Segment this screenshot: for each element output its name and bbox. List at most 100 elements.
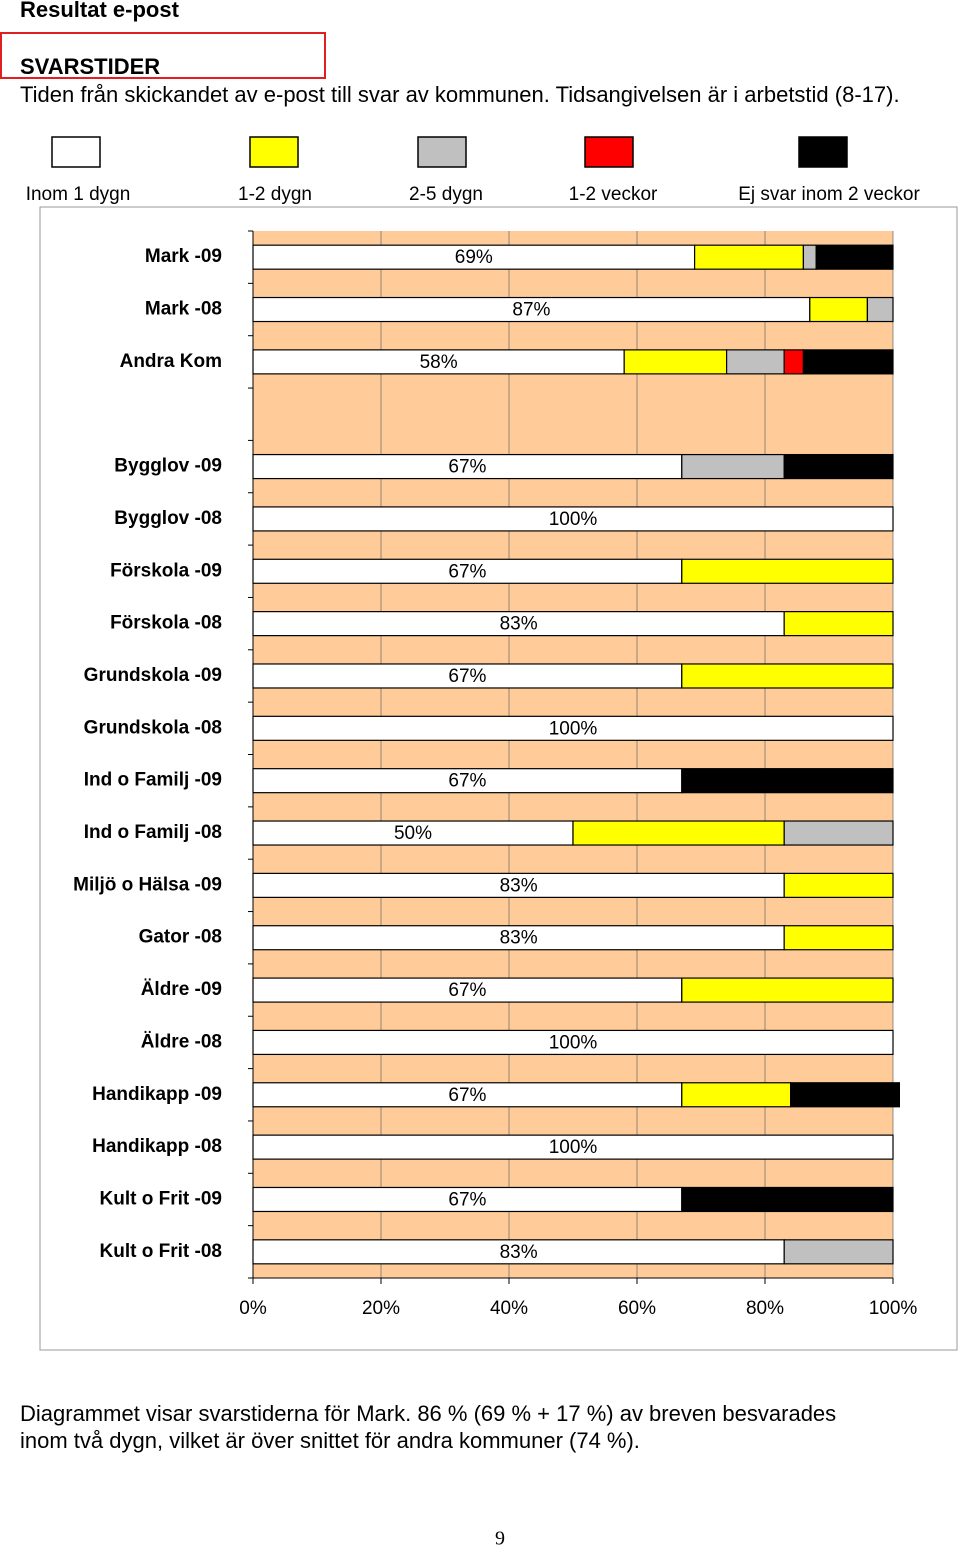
bar-segment xyxy=(252,1186,683,1213)
value-label: 69% xyxy=(455,247,493,268)
legend-swatch xyxy=(584,136,634,168)
bar-segment xyxy=(252,1029,894,1056)
value-label: 83% xyxy=(500,614,538,635)
heading: Resultat e-post xyxy=(20,0,180,22)
bar-segment xyxy=(252,349,625,375)
page-number: 9 xyxy=(495,1528,505,1549)
bar-segment xyxy=(802,349,894,375)
value-label: 67% xyxy=(448,771,486,792)
y-tick-label: Bygglov -08 xyxy=(114,508,222,529)
legend-label: Inom 1 dygn xyxy=(26,184,131,205)
y-tick-label: Andra Kom xyxy=(120,351,222,372)
bar-segment xyxy=(252,506,894,532)
bar-segment xyxy=(623,349,728,375)
bar-segment xyxy=(783,925,894,951)
legend-swatch xyxy=(798,136,848,168)
value-label: 87% xyxy=(512,300,550,321)
bar-segment xyxy=(681,1186,894,1213)
y-tick-label: Handikapp -08 xyxy=(92,1136,222,1157)
value-label: 67% xyxy=(448,457,486,478)
bar-segment xyxy=(681,663,894,689)
bar-segment xyxy=(693,244,804,270)
value-label: 100% xyxy=(549,1137,598,1158)
y-tick-label: Gator -08 xyxy=(139,927,222,948)
x-tick-label: 60% xyxy=(618,1298,656,1319)
value-label: 50% xyxy=(394,823,432,844)
x-tick-label: 20% xyxy=(362,1298,400,1319)
value-label: 67% xyxy=(448,561,486,582)
legend-swatch xyxy=(249,136,299,168)
bar-segment xyxy=(815,244,894,270)
value-label: 83% xyxy=(500,875,538,896)
bar-segment xyxy=(252,1082,683,1108)
bar-segment xyxy=(783,611,894,637)
bar-segment xyxy=(252,768,683,794)
bar-segment xyxy=(252,296,811,323)
value-label: 67% xyxy=(448,1189,486,1210)
y-tick-label: Grundskola -08 xyxy=(84,717,222,738)
bar-segment xyxy=(783,349,805,375)
section-title: SVARSTIDER xyxy=(20,54,160,79)
y-tick-label: Förskola -09 xyxy=(110,560,222,581)
bar-segment xyxy=(681,558,894,584)
bar-segment xyxy=(572,820,785,846)
bar-segment xyxy=(252,244,696,270)
y-tick-label: Ind o Familj -08 xyxy=(84,822,222,843)
y-tick-label: Kult o Frit -08 xyxy=(100,1241,222,1262)
y-tick-label: Bygglov -09 xyxy=(114,456,222,477)
y-tick-label: Kult o Frit -09 xyxy=(100,1188,222,1209)
bar-segment xyxy=(252,453,683,480)
bar-segment xyxy=(866,296,894,323)
bar-segment xyxy=(252,715,894,741)
value-label: 83% xyxy=(500,928,538,949)
y-tick-label: Ind o Familj -09 xyxy=(84,770,222,791)
legend-swatch xyxy=(417,136,467,168)
y-tick-label: Handikapp -09 xyxy=(92,1084,222,1105)
legend-swatch xyxy=(51,136,101,168)
bar-segment xyxy=(809,296,868,323)
bar-segment xyxy=(783,872,894,898)
x-tick-label: 100% xyxy=(869,1298,918,1319)
legend-label: 1-2 veckor xyxy=(569,184,658,205)
intro: Tiden från skickandet av e-post till sva… xyxy=(20,82,900,107)
bar-segment xyxy=(681,1082,792,1108)
value-label: 58% xyxy=(420,352,458,373)
value-label: 100% xyxy=(549,509,598,530)
y-tick-label: Mark -09 xyxy=(145,246,222,267)
bar-segment xyxy=(252,1239,785,1265)
value-label: 67% xyxy=(448,980,486,1001)
y-tick-label: Mark -08 xyxy=(145,299,222,320)
bar-segment xyxy=(783,453,894,480)
legend-label: 2-5 dygn xyxy=(409,184,483,205)
value-label: 100% xyxy=(549,718,598,739)
x-tick-label: 0% xyxy=(239,1298,267,1319)
legend-label: 1-2 dygn xyxy=(238,184,312,205)
y-tick-label: Miljö o Hälsa -09 xyxy=(73,874,222,895)
bar-segment xyxy=(783,1239,894,1265)
y-tick-label: Grundskola -09 xyxy=(84,665,222,686)
legend-label: Ej svar inom 2 veckor xyxy=(738,184,920,205)
value-label: 67% xyxy=(448,666,486,687)
x-tick-label: 80% xyxy=(746,1298,784,1319)
y-tick-label: Äldre -09 xyxy=(141,979,222,1000)
bar-segment xyxy=(789,1082,900,1108)
value-label: 67% xyxy=(448,1085,486,1106)
bar-segment xyxy=(681,768,894,794)
bar-segment xyxy=(252,558,683,584)
bar-segment xyxy=(783,820,894,846)
y-tick-label: Äldre -08 xyxy=(141,1031,222,1052)
highlight-box xyxy=(0,32,326,79)
y-tick-label: Förskola -08 xyxy=(110,613,222,634)
bar-segment xyxy=(681,453,785,480)
caption-line: inom två dygn, vilket är över snittet fö… xyxy=(20,1428,640,1453)
bar-segment xyxy=(802,244,817,270)
bar-segment xyxy=(252,1134,894,1160)
x-tick-label: 40% xyxy=(490,1298,528,1319)
plot-area xyxy=(253,231,893,1278)
bar-segment xyxy=(681,977,894,1003)
bar-segment xyxy=(725,349,785,375)
caption-line: Diagrammet visar svarstiderna för Mark. … xyxy=(20,1401,836,1426)
value-label: 83% xyxy=(500,1242,538,1263)
